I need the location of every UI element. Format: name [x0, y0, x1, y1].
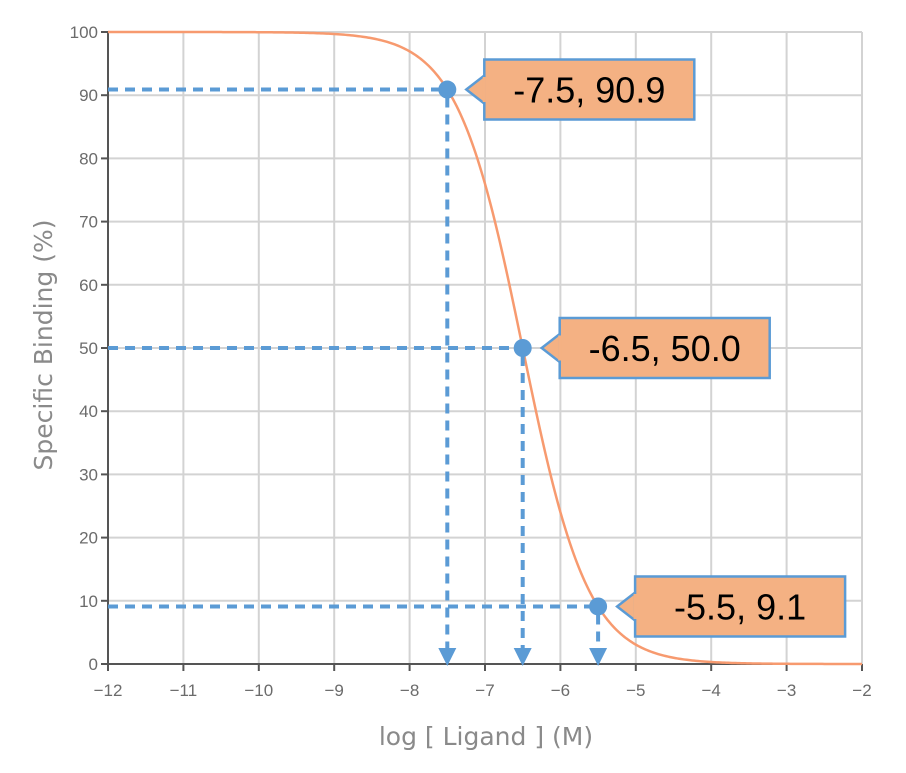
y-tick-label: 70 [79, 213, 98, 232]
guide-lines [108, 87, 608, 666]
x-tick-label: −4 [702, 681, 721, 700]
highlighted-point [513, 339, 532, 357]
x-tick-label: −9 [325, 681, 344, 700]
highlighted-points [438, 80, 608, 616]
y-tick-label: 10 [79, 592, 98, 611]
callout-pointer [539, 331, 561, 365]
x-tick-label: −12 [94, 681, 123, 700]
down-arrow-icon [513, 648, 532, 666]
y-tick-label: 90 [79, 86, 98, 105]
callout-box [483, 58, 696, 121]
highlighted-point [438, 80, 457, 99]
x-tick-labels: −12 −11 −10 −9 −8 −7 −6 −5 −4 −3 −2 [94, 681, 872, 700]
x-tick-label: −11 [170, 681, 198, 700]
binding-curve-line [108, 30, 862, 666]
x-tick-label: −5 [626, 681, 645, 700]
y-tick-labels: 0 10 20 30 40 50 60 70 80 90 100 [70, 23, 98, 674]
callout-label: -7.5, 90.9 [513, 70, 665, 111]
x-tick-label: −8 [400, 681, 419, 700]
series-curve [108, 30, 862, 666]
y-tick-label: 100 [70, 23, 98, 42]
y-tick-label: 30 [79, 465, 98, 484]
y-tick-label: 0 [89, 655, 98, 674]
x-tick-label: −6 [551, 681, 570, 700]
x-tick-label: −7 [475, 681, 494, 700]
y-axis-title: Specific Binding (%) [29, 220, 58, 471]
y-tick-label: 80 [79, 149, 98, 168]
x-axis-title: log [ Ligand ] (M) [379, 722, 593, 751]
callout-box [558, 316, 771, 380]
callouts: -7.5, 90.9 -6.5, 50.0 -5.5, 9.1 [464, 58, 847, 638]
down-arrow-icon [589, 648, 608, 666]
y-tick-label: 50 [79, 339, 98, 358]
callout-label: -5.5, 9.1 [674, 586, 806, 627]
highlighted-point [589, 597, 608, 616]
callout-box [633, 575, 847, 638]
y-tick-label: 40 [79, 402, 98, 421]
callout-label: -6.5, 50.0 [589, 328, 741, 369]
x-tick-label: −3 [777, 681, 796, 700]
y-tick-label: 20 [79, 529, 98, 548]
x-tick-label: −10 [244, 681, 273, 700]
callout-pointer [464, 72, 486, 107]
down-arrow-icon [438, 648, 457, 666]
y-tick-label: 60 [79, 276, 98, 295]
callout-pointer [615, 589, 637, 624]
x-tick-label: −2 [852, 681, 871, 700]
